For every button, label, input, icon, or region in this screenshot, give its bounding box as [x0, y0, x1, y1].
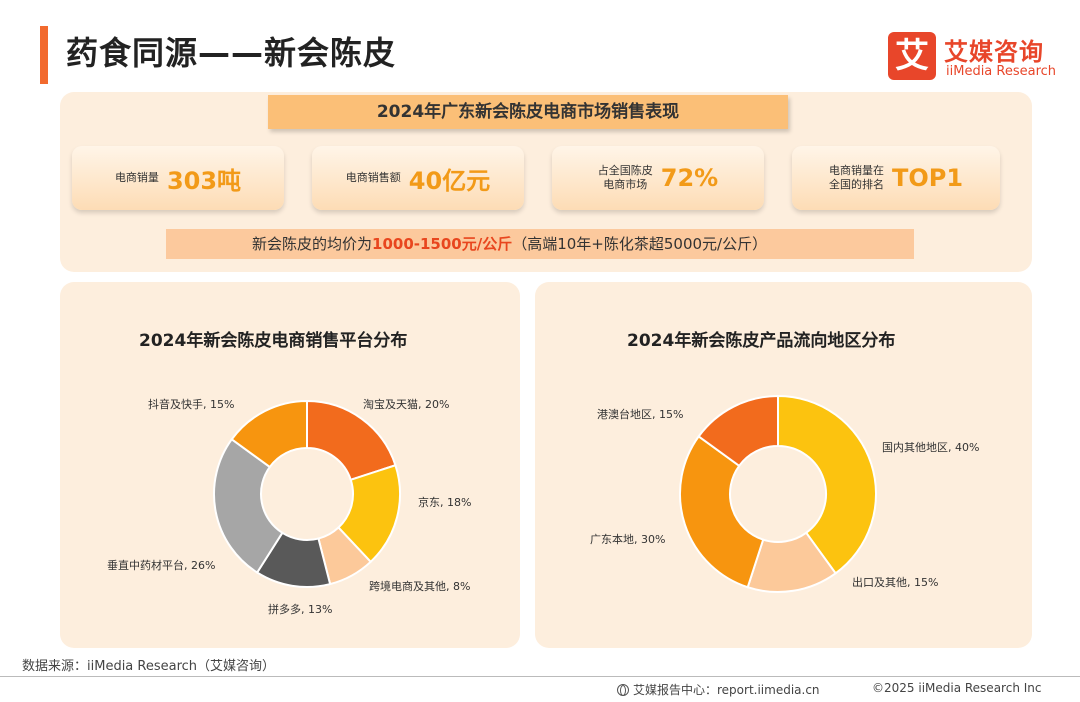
slice-label: 出口及其他, 15%: [852, 575, 938, 589]
donut-slice-港澳台地区: [697, 394, 779, 468]
slice-label: 淘宝及天猫, 20%: [363, 397, 449, 411]
stat-label-line1: 占全国陈皮: [597, 164, 653, 177]
region-chart-title: 2024年新会陈皮产品流向地区分布: [627, 331, 896, 351]
price-suffix: （高端10年+陈化茶超5000元/公斤）: [512, 235, 768, 253]
report-center-text: 艾媒报告中心：report.iimedia.cn: [633, 683, 820, 697]
average-price-note: 新会陈皮的均价为1000-1500元/公斤（高端10年+陈化茶超5000元/公斤…: [166, 229, 914, 259]
brand-logo: 艾 艾媒咨询 iiMedia Research: [888, 32, 1063, 84]
platform-chart-panel: [60, 282, 520, 648]
summary-ribbon: 2024年广东新会陈皮电商市场销售表现: [268, 95, 788, 129]
report-center: 艾媒报告中心：report.iimedia.cn: [617, 681, 820, 698]
slice-label: 拼多多, 13%: [268, 602, 332, 616]
page-title: 药食同源——新会陈皮: [66, 34, 397, 72]
title-accent-bar: [40, 26, 48, 84]
stat-value: TOP1: [891, 164, 964, 192]
slice-label: 国内其他地区, 40%: [882, 440, 979, 454]
slice-label: 京东, 18%: [418, 495, 471, 509]
logo-name-en: iiMedia Research: [946, 64, 1057, 79]
logo-mark-icon: 艾: [888, 32, 936, 80]
stat-card-sales-revenue: 电商销售额 40亿元: [312, 146, 524, 210]
slice-label: 垂直中药材平台, 26%: [107, 558, 215, 572]
data-source: 数据来源：iiMedia Research（艾媒咨询）: [22, 659, 276, 674]
stat-label-line2: 全国的排名: [828, 178, 884, 191]
stat-value: 40亿元: [408, 166, 491, 195]
stat-card-sales-volume: 电商销量 303吨: [72, 146, 284, 210]
stat-label-line2: 电商市场: [603, 178, 648, 191]
donut-slice-垂直中药材平台: [213, 437, 284, 574]
stat-label: 电商销量在 全国的排名: [829, 164, 884, 192]
logo-name-cn: 艾媒咨询: [944, 38, 1044, 66]
slice-label: 广东本地, 30%: [590, 532, 665, 546]
stat-label-line1: 电商销量在: [828, 164, 884, 177]
footer-divider: [0, 676, 1080, 677]
platform-chart-title: 2024年新会陈皮电商销售平台分布: [139, 331, 408, 351]
stat-label: 占全国陈皮 电商市场: [598, 164, 653, 192]
stat-label: 电商销量: [114, 171, 159, 184]
donut-slice-淘宝及天猫: [306, 399, 397, 482]
stat-label: 电商销售额: [345, 171, 401, 184]
donut-slice-国内其他地区: [777, 394, 877, 575]
slice-label: 港澳台地区, 15%: [597, 407, 683, 421]
stat-value: 303吨: [166, 166, 242, 195]
slice-label: 抖音及快手, 15%: [148, 397, 234, 411]
price-prefix: 新会陈皮的均价为: [252, 235, 373, 253]
donut-slice-抖音及快手: [230, 399, 308, 469]
slice-label: 跨境电商及其他, 8%: [369, 579, 470, 593]
stat-card-market-share: 占全国陈皮 电商市场 72%: [552, 146, 764, 210]
donut-slice-广东本地: [679, 434, 765, 589]
globe-icon: [617, 684, 629, 696]
copyright: ©2025 iiMedia Research Inc: [872, 681, 1042, 695]
price-highlight: 1000-1500元/公斤: [372, 235, 513, 253]
stat-value: 72%: [660, 164, 719, 192]
stat-card-national-rank: 电商销量在 全国的排名 TOP1: [792, 146, 1000, 210]
